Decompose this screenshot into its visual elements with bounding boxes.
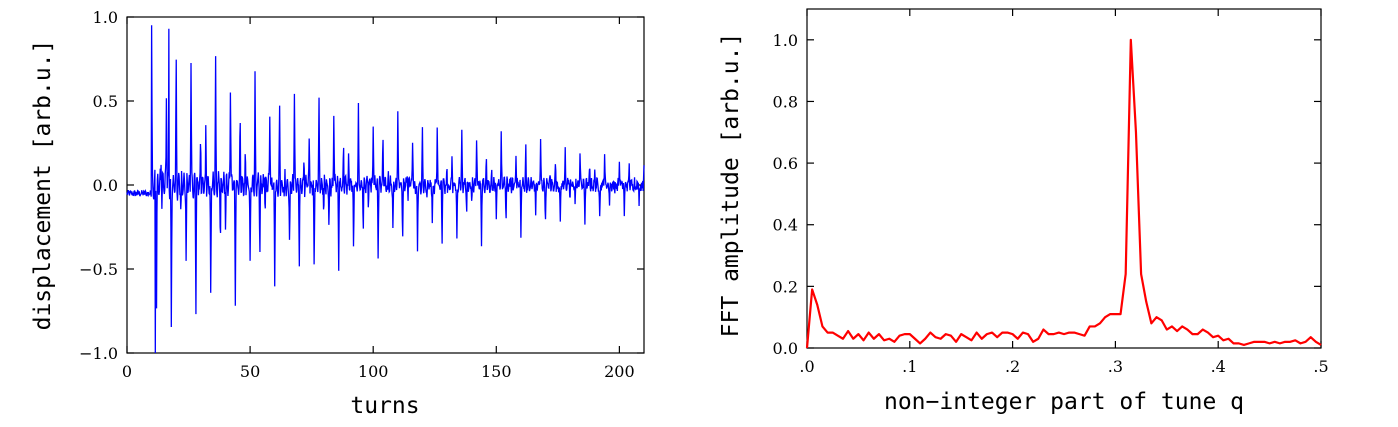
y-tick-label: 0.0 <box>773 339 798 358</box>
x-tick-label: .3 <box>1108 357 1123 376</box>
y-tick-label: −1.0 <box>79 344 118 363</box>
fft-chart: .0 .1 .2 .3 .4 .5 0.0 0.2 0.4 0.6 0.8 1.0 non−inte… <box>718 8 1329 415</box>
x-axis-label: non−integer part of tune q <box>884 389 1244 415</box>
x-tick-label: .5 <box>1313 357 1328 376</box>
x-axis-label: turns <box>350 393 419 419</box>
x-tick-label: 200 <box>604 362 635 381</box>
x-tick-label: 50 <box>240 362 260 381</box>
displacement-series-line <box>126 25 645 354</box>
displacement-chart: 0 50 100 150 200 −1.0 −0.5 0.0 0.5 1.0 turns dis… <box>30 8 645 419</box>
x-tick-label: .0 <box>799 357 814 376</box>
y-tick-label: 1.0 <box>773 31 798 50</box>
y-tick-label: 0.5 <box>93 92 118 111</box>
fft-series-line <box>805 38 1322 349</box>
y-tick-label: 0.0 <box>93 176 118 195</box>
x-tick-label: 100 <box>358 362 389 381</box>
y-tick-label: 1.0 <box>93 8 118 27</box>
y-tick-label: 0.8 <box>773 92 798 111</box>
x-tick-label: 0 <box>122 362 132 381</box>
series <box>126 25 645 354</box>
x-ticks: .0 .1 .2 .3 .4 .5 <box>799 9 1329 376</box>
y-ticks: 0.0 0.2 0.4 0.6 0.8 1.0 <box>773 31 1321 358</box>
y-tick-label: 0.2 <box>773 277 798 296</box>
y-ticks: −1.0 −0.5 0.0 0.5 1.0 <box>79 8 644 363</box>
x-tick-label: .1 <box>902 357 917 376</box>
series <box>805 38 1322 349</box>
plot-frame <box>806 8 1322 349</box>
x-tick-label: .2 <box>1005 357 1020 376</box>
x-ticks: 0 50 100 150 200 <box>122 17 635 381</box>
y-tick-label: −0.5 <box>79 260 118 279</box>
x-tick-label: 150 <box>481 362 512 381</box>
y-axis-label: FFT amplitude [arb.u.] <box>718 33 744 338</box>
y-tick-label: 0.4 <box>773 216 798 235</box>
y-tick-label: 0.6 <box>773 154 798 173</box>
y-axis-label: displacement [arb.u.] <box>30 40 56 331</box>
x-tick-label: .4 <box>1211 357 1226 376</box>
